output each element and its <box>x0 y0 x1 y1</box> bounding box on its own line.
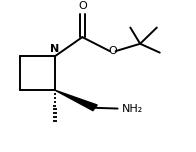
Text: NH₂: NH₂ <box>122 104 143 114</box>
Text: N: N <box>50 44 60 54</box>
Text: O: O <box>78 1 87 11</box>
Text: O: O <box>108 46 117 56</box>
Polygon shape <box>55 90 97 111</box>
